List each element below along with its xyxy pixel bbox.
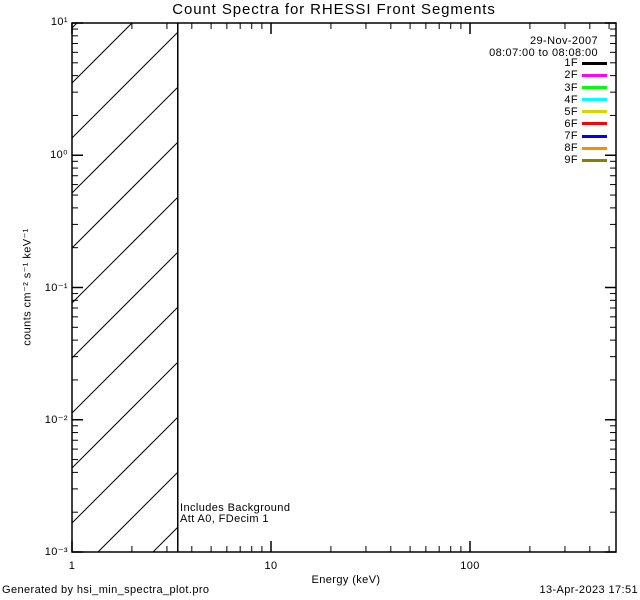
y-tick-label: 10⁻¹: [44, 281, 68, 294]
hatch-line: [71, 22, 133, 84]
hatch-line: [71, 22, 78, 29]
legend-label-3F: 3F: [564, 81, 578, 94]
generation-timestamp: 13-Apr-2023 17:51: [539, 584, 638, 596]
y-tick-label: 10⁰: [50, 149, 68, 162]
legend-time-range: 08:07:00 to 08:08:00: [489, 47, 598, 59]
legend-color-line-3F: [582, 86, 607, 90]
hatch-line: [71, 86, 179, 194]
legend-label-5F: 5F: [564, 105, 578, 118]
legend-color-line-6F: [582, 122, 607, 126]
hatch-line: [97, 471, 179, 553]
legend-label-9F: 9F: [564, 154, 578, 167]
legend-color-line-5F: [582, 110, 607, 114]
legend-color-line-4F: [582, 98, 607, 102]
hatch-line: [71, 306, 179, 414]
hatch-line: [71, 416, 179, 524]
legend-date: 29-Nov-2007: [530, 35, 598, 47]
legend-label-2F: 2F: [564, 69, 578, 82]
annotation-includes-background: Includes Background: [180, 502, 291, 514]
generator-credit: Generated by hsi_min_spectra_plot.pro: [2, 584, 210, 596]
legend-color-line-1F: [582, 61, 607, 65]
legend-label-1F: 1F: [564, 57, 578, 70]
annotation-attenuator-state: Att A0, FDecim 1: [180, 513, 269, 525]
legend-color-line-7F: [582, 134, 607, 138]
legend-label-6F: 6F: [564, 117, 578, 130]
y-tick-label: 10⁻²: [44, 413, 68, 426]
legend-color-line-9F: [582, 158, 607, 162]
hatch-line: [71, 251, 179, 359]
hatch-line: [71, 141, 179, 249]
plot-frame: [71, 22, 617, 553]
x-axis-title: Energy (keV): [311, 574, 381, 586]
chart-title: Count Spectra for RHESSI Front Segments: [172, 1, 496, 18]
legend-color-line-2F: [582, 73, 607, 77]
hatch-line: [71, 31, 179, 139]
x-tick-label: 100: [460, 560, 480, 572]
hatch-line: [71, 361, 179, 469]
legend-label-4F: 4F: [564, 93, 578, 106]
legend-label-7F: 7F: [564, 130, 578, 143]
x-tick-label: 1: [68, 560, 76, 572]
hatch-line: [71, 196, 179, 304]
y-tick-label: 10⁻³: [44, 546, 68, 558]
y-tick-label: 10¹: [50, 16, 68, 28]
legend-label-8F: 8F: [564, 142, 578, 155]
x-tick-label: 10: [264, 560, 278, 572]
legend-color-line-8F: [582, 146, 607, 150]
hatch-line: [152, 526, 179, 553]
